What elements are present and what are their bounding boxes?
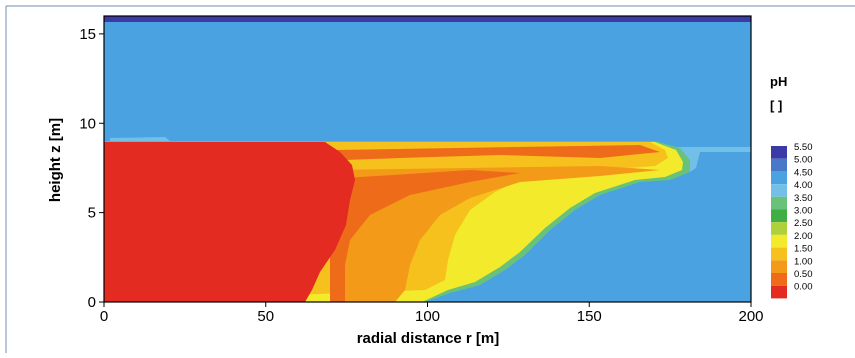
x-tick-label: 0	[100, 308, 108, 325]
region-light-left	[110, 137, 170, 142]
plot-area	[104, 16, 751, 302]
y-tick-label: 5	[88, 205, 96, 222]
y-axis: 0 5 10 15	[79, 26, 104, 311]
colorbar-swatch	[771, 146, 787, 159]
colorbar-label: 3.50	[794, 193, 813, 204]
x-axis-label: radial distance r [m]	[357, 330, 500, 347]
colorbar-label: 4.50	[794, 167, 813, 178]
colorbar-swatch	[771, 158, 787, 172]
y-tick-label: 0	[88, 294, 96, 311]
colorbar-swatch	[771, 171, 787, 185]
region-red-orange-band	[335, 145, 660, 160]
region-deep-orange	[330, 166, 660, 302]
region-top-band	[104, 16, 751, 22]
region-red-core-fill	[104, 142, 355, 302]
colorbar-swatch	[771, 273, 787, 286]
colorbar-label: 0.50	[794, 269, 813, 280]
colorbar-swatch	[771, 196, 787, 210]
colorbar-swatch	[771, 260, 787, 273]
colorbar-label: 1.00	[794, 256, 813, 267]
colorbar-swatch	[771, 184, 787, 197]
colorbar-swatch	[771, 209, 787, 223]
colorbar-label: 2.50	[794, 218, 813, 229]
x-tick-label: 50	[257, 308, 274, 325]
region-red-orange-wedge	[330, 170, 520, 302]
colorbar-swatch	[771, 247, 787, 261]
x-axis: 0 50 100 150 200	[100, 302, 764, 325]
colorbar-label: 2.00	[794, 231, 813, 242]
colorbar-label: 5.00	[794, 155, 813, 166]
colorbar-title: pH	[770, 74, 787, 89]
colorbar-label: 0.00	[794, 282, 813, 293]
colorbar-swatch	[771, 222, 787, 235]
y-tick-label: 15	[79, 26, 96, 43]
colorbar-swatch	[771, 285, 787, 299]
x-tick-label: 200	[738, 308, 763, 325]
y-tick-label: 10	[79, 115, 96, 132]
x-tick-label: 150	[577, 308, 602, 325]
colorbar-label: 5.50	[794, 142, 813, 153]
colorbar-label: 1.50	[794, 244, 813, 255]
colorbar-label: 3.00	[794, 206, 813, 217]
colorbar-unit: [ ]	[770, 98, 782, 113]
colorbar-label: 4.00	[794, 180, 813, 191]
colorbar: 5.50 5.004.50 4.00 3.50 3.002.50 2.00 1.501.00…	[771, 142, 813, 299]
x-tick-label: 100	[415, 308, 440, 325]
y-axis-label: height z [m]	[47, 118, 64, 202]
colorbar-swatch	[771, 234, 787, 248]
